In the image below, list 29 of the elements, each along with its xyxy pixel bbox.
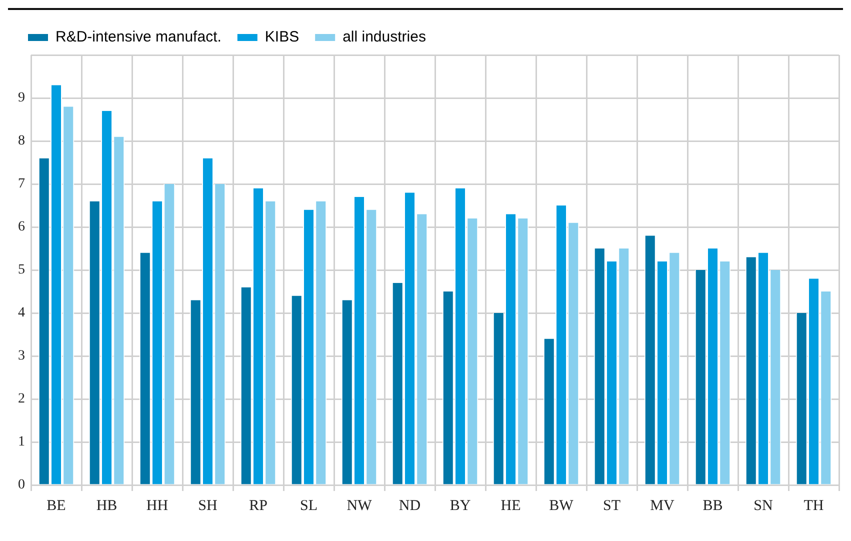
y-tick-label: 3 (18, 348, 25, 364)
x-tick-label: BY (450, 498, 471, 514)
x-tick-label: HE (500, 498, 521, 514)
x-tick-label: HH (146, 498, 168, 514)
y-tick-label: 8 (18, 134, 25, 149)
y-tick-label: 7 (18, 176, 25, 192)
x-tick-label: HB (96, 498, 118, 514)
x-tick-label: TH (804, 498, 824, 514)
x-tick-label: MV (650, 498, 674, 514)
x-tick-label: BE (46, 498, 66, 514)
x-tick-label: BB (702, 498, 723, 514)
legend-label: R&D-intensive manufact. (56, 28, 222, 46)
x-tick-label: ND (398, 498, 421, 514)
y-tick-label: 6 (18, 220, 25, 235)
x-tick-label: ST (602, 498, 621, 514)
y-tick-label: 9 (18, 90, 25, 106)
x-tick-label: SL (300, 498, 318, 514)
legend-label: all industries (342, 28, 426, 46)
x-tick-label: RP (249, 498, 268, 514)
y-tick-label: 4 (18, 306, 25, 321)
y-tick-label: 1 (18, 434, 25, 450)
legend-label: KIBS (264, 28, 300, 46)
x-tick-label: SN (754, 498, 773, 514)
x-tick-label: NW (346, 498, 373, 514)
y-tick-label: 5 (18, 262, 25, 278)
x-tick-label: SH (198, 498, 218, 514)
y-tick-label: 2 (18, 392, 25, 407)
x-tick-label: BW (549, 498, 574, 514)
y-tick-label: 0 (18, 478, 25, 493)
